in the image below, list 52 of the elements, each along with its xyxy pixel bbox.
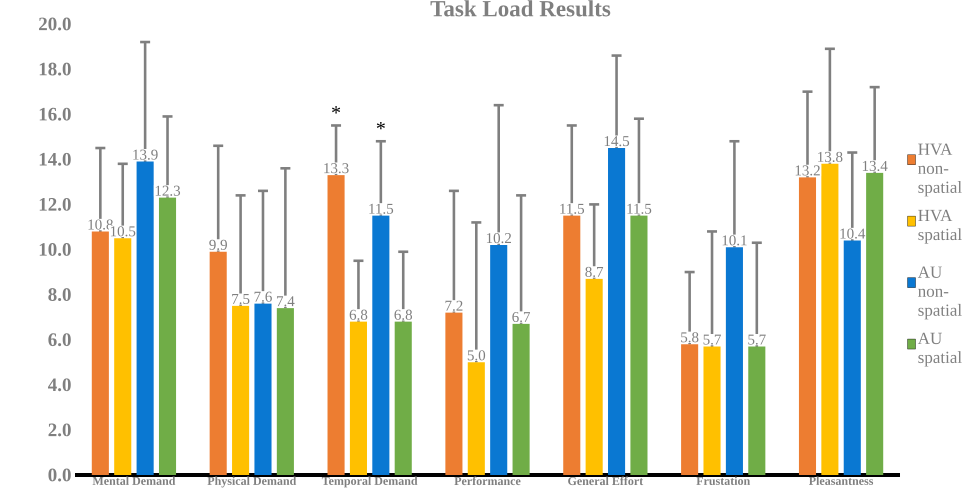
legend-label: HVA spatial bbox=[918, 210, 962, 244]
y-tick-label: 2.0 bbox=[48, 423, 71, 436]
y-tick-label: 12.0 bbox=[40, 198, 71, 211]
y-tick-label: 6.0 bbox=[48, 333, 71, 346]
x-tick-label: Pleasantness bbox=[808, 476, 874, 485]
x-tick-label: Mental Demand bbox=[92, 476, 176, 485]
data-label: 5.8 bbox=[681, 332, 698, 342]
data-label: 13.4 bbox=[862, 160, 888, 172]
data-label: 11.5 bbox=[560, 204, 584, 214]
data-label: 10.1 bbox=[722, 235, 747, 246]
y-tick-label: 0.0 bbox=[48, 468, 71, 482]
legend-label: AU spatial bbox=[918, 332, 962, 367]
data-label: 9.9 bbox=[209, 240, 227, 250]
x-tick-label: Frustation bbox=[696, 476, 750, 485]
y-tick-label: 10.0 bbox=[40, 243, 71, 256]
x-tick-label: Physical Demand bbox=[207, 476, 296, 488]
x-tick-label: Temporal Demand bbox=[322, 476, 418, 488]
x-tick-label: Performance bbox=[454, 476, 521, 486]
data-label: 13.9 bbox=[133, 150, 158, 160]
data-label: 6.7 bbox=[512, 312, 530, 322]
data-label: 5.0 bbox=[468, 350, 486, 360]
annotation: * bbox=[376, 122, 385, 130]
data-label: 14.5 bbox=[604, 136, 630, 146]
y-tick-label: 4.0 bbox=[48, 378, 71, 392]
data-label: 12.3 bbox=[156, 186, 180, 196]
data-label: 10.2 bbox=[486, 233, 511, 244]
data-label: 10.5 bbox=[110, 226, 136, 236]
data-label: 6.8 bbox=[350, 310, 368, 320]
data-label: 11.5 bbox=[369, 204, 394, 214]
chart-title: Task Load Results bbox=[430, 0, 610, 16]
data-label: 5.7 bbox=[748, 334, 766, 345]
data-label: 7.6 bbox=[254, 292, 272, 302]
y-tick-label: 14.0 bbox=[40, 152, 71, 166]
y-tick-label: 16.0 bbox=[40, 108, 71, 121]
y-tick-label: 20.0 bbox=[39, 18, 71, 30]
y-tick-label: 18.0 bbox=[40, 62, 71, 76]
data-label: 5.7 bbox=[704, 334, 721, 345]
data-label: 13.3 bbox=[324, 163, 349, 174]
data-label: 7.5 bbox=[232, 294, 250, 304]
x-tick-label: General Effort bbox=[568, 476, 644, 486]
data-label: 6.8 bbox=[394, 310, 412, 320]
data-label: 13.2 bbox=[796, 165, 820, 176]
legend-label: AU non-spatial bbox=[918, 266, 962, 320]
legend-label: HVA non-spatial bbox=[918, 144, 962, 196]
y-tick-label: 8.0 bbox=[48, 288, 71, 302]
data-label: 7.2 bbox=[446, 300, 462, 311]
data-label: 8.7 bbox=[585, 266, 604, 278]
data-label: 13.8 bbox=[818, 152, 842, 162]
data-label: 11.5 bbox=[627, 204, 652, 214]
data-label: 7.4 bbox=[276, 296, 295, 306]
annotation: * bbox=[332, 106, 340, 114]
data-label: 10.4 bbox=[840, 228, 866, 239]
